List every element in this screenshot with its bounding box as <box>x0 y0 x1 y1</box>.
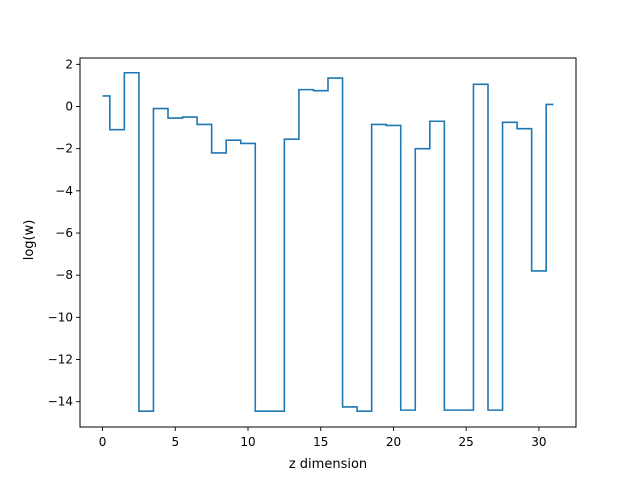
y-tick-label: −8 <box>55 268 73 282</box>
x-tick-label: 10 <box>240 435 255 449</box>
y-tick-label: 0 <box>65 99 73 113</box>
axes-frame <box>79 57 577 428</box>
y-tick-label: −4 <box>55 184 73 198</box>
x-tick-label: 0 <box>99 435 107 449</box>
x-tick-label: 15 <box>313 435 328 449</box>
y-tick-label: 2 <box>65 57 73 71</box>
x-tick-label: 5 <box>171 435 179 449</box>
y-axis-ticks: 2 0 −2 −4 −6 −8 −10 −12 −14 <box>48 57 80 409</box>
series-line <box>102 71 554 412</box>
x-tick-label: 25 <box>459 435 474 449</box>
y-tick-label: −14 <box>48 395 73 409</box>
y-tick-label: −2 <box>55 142 73 156</box>
y-axis-label: log(w) <box>22 220 37 261</box>
y-tick-label: −12 <box>48 353 73 367</box>
x-tick-label: 20 <box>386 435 401 449</box>
plot-area <box>102 71 554 412</box>
y-tick-label: −10 <box>48 310 73 324</box>
x-tick-label: 30 <box>531 435 546 449</box>
x-axis-label: z dimension <box>289 457 367 472</box>
x-axis-ticks: 0 5 10 15 20 25 30 <box>99 427 547 449</box>
y-tick-label: −6 <box>55 226 73 240</box>
